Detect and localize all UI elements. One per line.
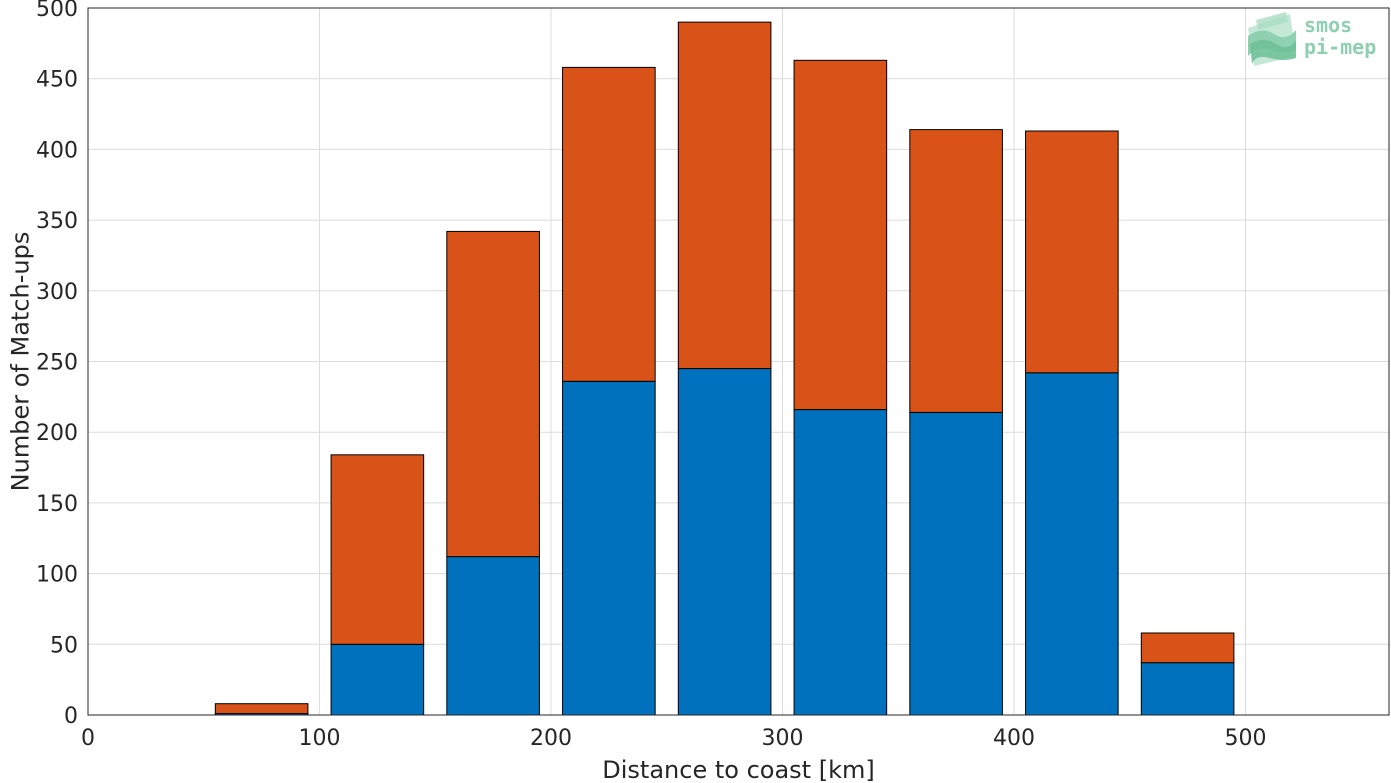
y-tick-label-100: 100 <box>36 563 78 588</box>
bar-series1-475 <box>1140 662 1235 716</box>
bar-series2-75 <box>214 703 309 715</box>
bar-series1-275 <box>677 368 772 716</box>
bar-series1-425 <box>1025 372 1119 716</box>
bar-series2-325 <box>793 59 888 411</box>
bar-series1-125 <box>330 643 425 716</box>
x-axis-label: Distance to coast [km] <box>602 756 874 783</box>
y-tick-label-300: 300 <box>36 280 78 305</box>
y-tick-label-0: 0 <box>64 704 78 729</box>
bar-series1-325 <box>793 409 888 716</box>
plot-frame <box>87 7 1390 716</box>
y-tick-label-500: 500 <box>36 0 78 22</box>
bars <box>214 21 1235 716</box>
y-tick-label-250: 250 <box>36 351 78 376</box>
x-tick-label-0: 0 <box>81 726 95 751</box>
bar-series2-125 <box>330 454 425 645</box>
y-tick-label-150: 150 <box>36 492 78 517</box>
bar-series2-175 <box>446 230 540 558</box>
x-tick-label-200: 200 <box>530 726 572 751</box>
x-tick-label-100: 100 <box>298 726 340 751</box>
y-tick-labels: 0 50 100 150 200 250 300 350 400 450 500 <box>36 0 78 729</box>
x-tick-labels: 0 100 200 300 400 500 <box>81 726 1266 751</box>
logo-line2: pi-mep <box>1304 35 1376 59</box>
bar-series2-375 <box>909 129 1003 413</box>
x-tick-label-400: 400 <box>993 726 1035 751</box>
bar-series2-475 <box>1140 632 1235 664</box>
bar-series1-175 <box>446 556 540 716</box>
bar-series2-275 <box>677 21 772 370</box>
bar-series1-375 <box>909 411 1003 716</box>
logo-waves-icon <box>1248 12 1296 66</box>
x-tick-label-500: 500 <box>1224 726 1266 751</box>
smos-pimep-logo: smos pi-mep <box>1248 12 1376 66</box>
bar-series1-225 <box>562 380 656 716</box>
y-tick-label-50: 50 <box>50 633 78 658</box>
y-tick-label-400: 400 <box>36 138 78 163</box>
y-tick-label-450: 450 <box>36 68 78 93</box>
y-axis-label: Number of Match-ups <box>6 232 34 492</box>
x-tick-label-300: 300 <box>761 726 803 751</box>
y-tick-label-350: 350 <box>36 209 78 234</box>
bar-series2-425 <box>1025 130 1119 374</box>
logo-line1: smos <box>1304 13 1352 37</box>
bar-series2-225 <box>562 66 656 382</box>
y-tick-label-200: 200 <box>36 421 78 446</box>
